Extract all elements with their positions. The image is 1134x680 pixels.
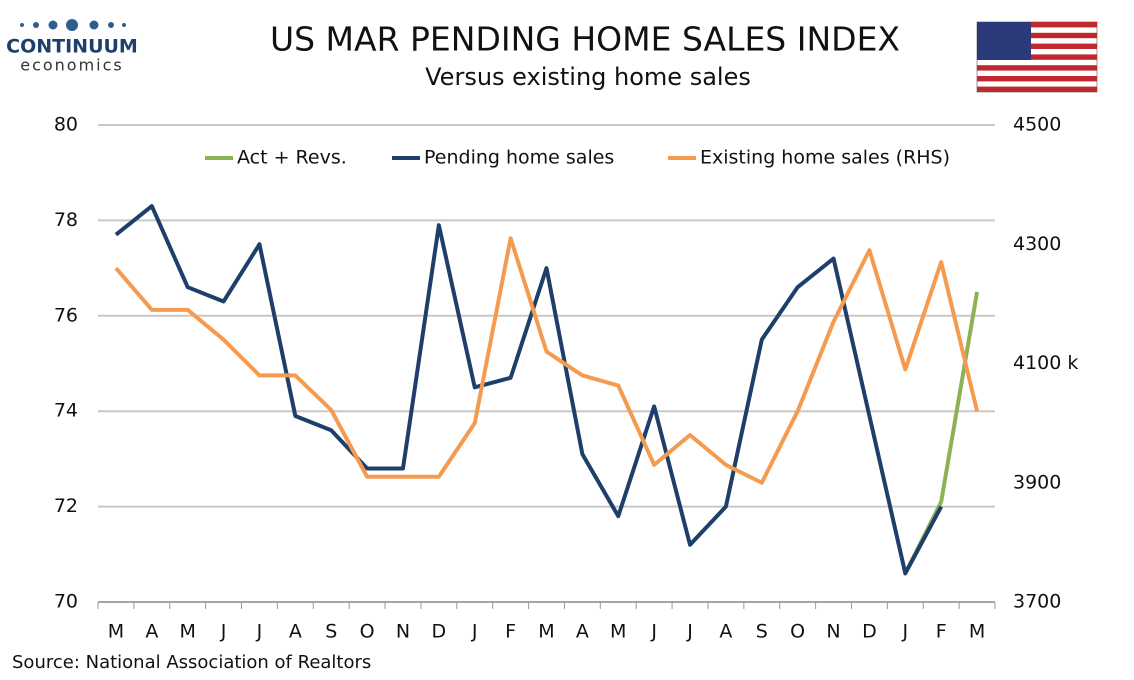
y-tick-label: 76 [54,304,78,326]
x-tick-label: N [396,621,410,643]
x-tick-label: A [289,621,302,643]
y2-tick-label: 4500 [1013,114,1061,136]
x-tick-label: A [145,621,158,643]
x-tick-label: M [538,621,554,643]
legend-label: Existing home sales (RHS) [700,147,950,169]
series-line [114,204,943,576]
flag [976,21,1098,93]
y-tick-label: 78 [54,209,78,231]
x-tick-label: D [862,621,877,643]
x-tick-label: N [826,621,840,643]
x-tick-label: S [325,621,337,643]
y2-tick-label: 3700 [1013,591,1061,613]
y2-tick-label: 4100 k [1013,352,1078,374]
y-tick-label: 74 [54,400,78,422]
y2-tick-label: 4300 [1013,233,1061,255]
logo-tagline: economics [20,56,124,75]
x-tick-label: J [901,621,908,643]
x-tick-label: J [220,621,227,643]
x-tick-label: J [650,621,657,643]
x-tick-label: O [790,621,805,643]
chart-subtitle: Versus existing home sales [425,63,751,91]
legend-label: Pending home sales [424,147,614,169]
x-tick-label: M [179,621,195,643]
x-tick-label: O [360,621,375,643]
legend-label: Act + Revs. [237,147,347,169]
y-tick-label: 70 [54,591,78,613]
x-tick-label: M [610,621,626,643]
x-tick-label: M [108,621,124,643]
x-tick-label: J [471,621,478,643]
x-tick-label: S [756,621,768,643]
x-tick-label: M [969,621,985,643]
x-tick-label: F [505,621,516,643]
logo: CONTINUUM economics [6,19,138,75]
x-tick-label: D [432,621,447,643]
x-tick-label: A [719,621,732,643]
x-tick-label: J [256,621,263,643]
source-note: Source: National Association of Realtors [12,652,371,673]
y-tick-label: 80 [54,114,78,136]
x-tick-label: J [686,621,693,643]
x-tick-label: A [576,621,589,643]
y2-tick-label: 3900 [1013,471,1061,493]
x-tick-label: F [936,621,947,643]
y-tick-label: 72 [54,495,78,517]
series-line [114,236,980,485]
chart-title: US MAR PENDING HOME SALES INDEX [270,20,900,59]
logo-name: CONTINUUM [6,36,138,58]
